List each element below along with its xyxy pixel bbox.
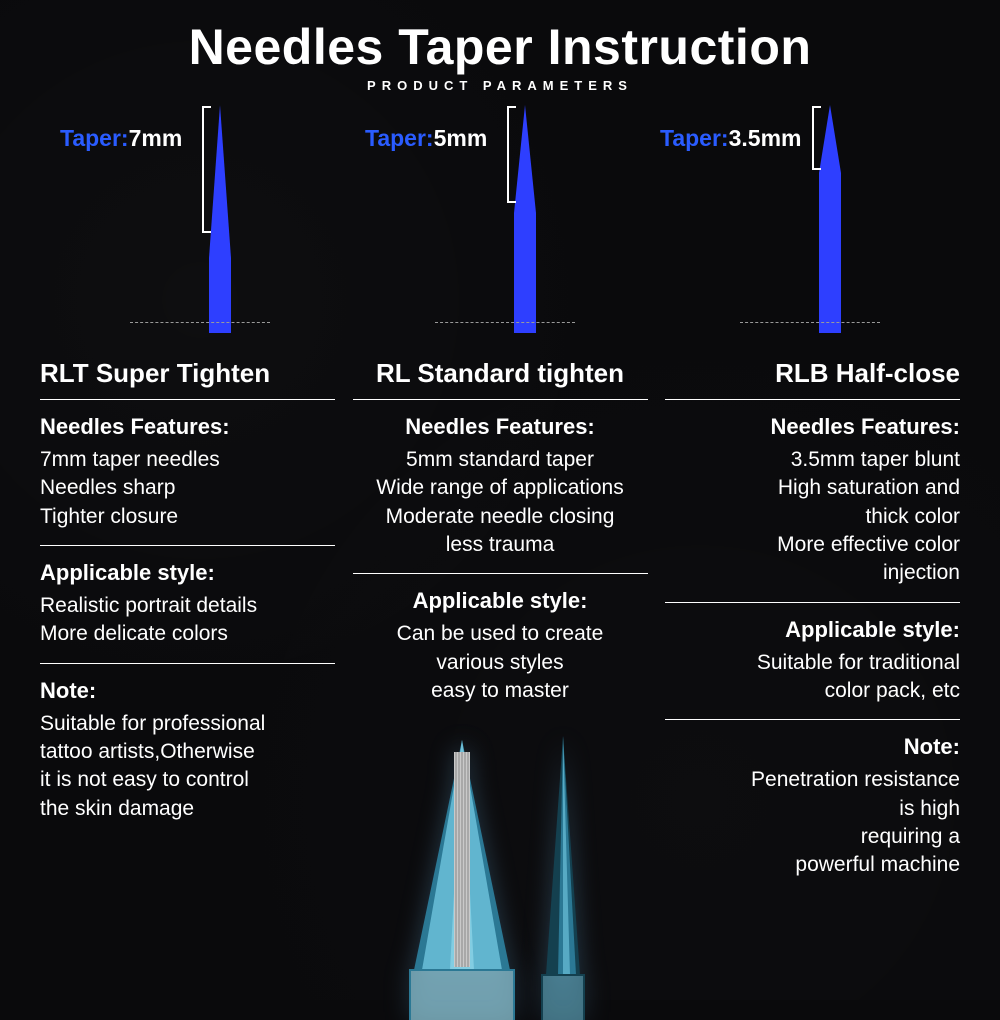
taper-label: Taper:5mm: [365, 125, 487, 152]
style-label: Applicable style:: [665, 617, 960, 643]
feature-line: injection: [665, 559, 960, 587]
taper-prefix: Taper:: [365, 125, 434, 151]
style-label: Applicable style:: [353, 588, 648, 614]
info-column: RLT Super Tighten Needles Features: 7mm ta…: [40, 358, 335, 880]
note-label: Note:: [40, 678, 335, 704]
feature-line: less trauma: [353, 531, 648, 559]
baseline: [740, 322, 880, 323]
baseline: [130, 322, 270, 323]
info-column: RL Standard tighten Needles Features: 5mm …: [353, 358, 648, 880]
note-line: the skin damage: [40, 795, 335, 823]
style-line: Realistic portrait details: [40, 592, 335, 620]
content-row: RLT Super Tighten Needles Features: 7mm ta…: [0, 358, 1000, 880]
column-title: RL Standard tighten: [353, 358, 648, 400]
note-label: Note:: [665, 734, 960, 760]
note-line: is high: [665, 795, 960, 823]
style-line: Can be used to create: [353, 620, 648, 648]
style-line: More delicate colors: [40, 620, 335, 648]
needle-icon: [180, 103, 260, 333]
taper-value: 7mm: [129, 125, 183, 151]
taper-label: Taper:7mm: [60, 125, 182, 152]
note-line: Suitable for professional: [40, 710, 335, 738]
note-line: it is not easy to control: [40, 766, 335, 794]
feature-line: 3.5mm taper blunt: [665, 446, 960, 474]
column-title: RLB Half-close: [665, 358, 960, 400]
style-line: easy to master: [353, 677, 648, 705]
note-line: tattoo artists,Otherwise: [40, 738, 335, 766]
features-label: Needles Features:: [40, 414, 335, 440]
column-title: RLT Super Tighten: [40, 358, 335, 400]
note-line: Penetration resistance: [665, 766, 960, 794]
page-subtitle: PRODUCT PARAMETERS: [0, 78, 1000, 93]
style-label: Applicable style:: [40, 560, 335, 586]
feature-line: Tighter closure: [40, 503, 335, 531]
feature-line: More effective color: [665, 531, 960, 559]
needle-diagram: Taper:5mm: [350, 103, 650, 328]
feature-line: Wide range of applications: [353, 474, 648, 502]
features-label: Needles Features:: [665, 414, 960, 440]
feature-line: Needles sharp: [40, 474, 335, 502]
info-column: RLB Half-close Needles Features: 3.5mm tap…: [665, 358, 960, 880]
style-line: color pack, etc: [665, 677, 960, 705]
feature-line: Moderate needle closing: [353, 503, 648, 531]
feature-line: High saturation and: [665, 474, 960, 502]
needle-icon: [485, 103, 565, 333]
style-line: various styles: [353, 649, 648, 677]
needle-diagram: Taper:7mm: [45, 103, 345, 328]
feature-line: thick color: [665, 503, 960, 531]
feature-line: 5mm standard taper: [353, 446, 648, 474]
needle-icon: [790, 103, 870, 333]
baseline: [435, 322, 575, 323]
page-title: Needles Taper Instruction: [0, 18, 1000, 76]
note-line: powerful machine: [665, 851, 960, 879]
header: Needles Taper Instruction PRODUCT PARAME…: [0, 0, 1000, 93]
feature-line: 7mm taper needles: [40, 446, 335, 474]
needle-diagram: Taper:3.5mm: [655, 103, 955, 328]
taper-label: Taper:3.5mm: [660, 125, 801, 152]
features-label: Needles Features:: [353, 414, 648, 440]
taper-prefix: Taper:: [660, 125, 729, 151]
diagram-row: Taper:7mmTaper:5mmTaper:3.5mm: [0, 93, 1000, 328]
taper-value: 5mm: [434, 125, 488, 151]
taper-prefix: Taper:: [60, 125, 129, 151]
style-line: Suitable for traditional: [665, 649, 960, 677]
note-line: requiring a: [665, 823, 960, 851]
